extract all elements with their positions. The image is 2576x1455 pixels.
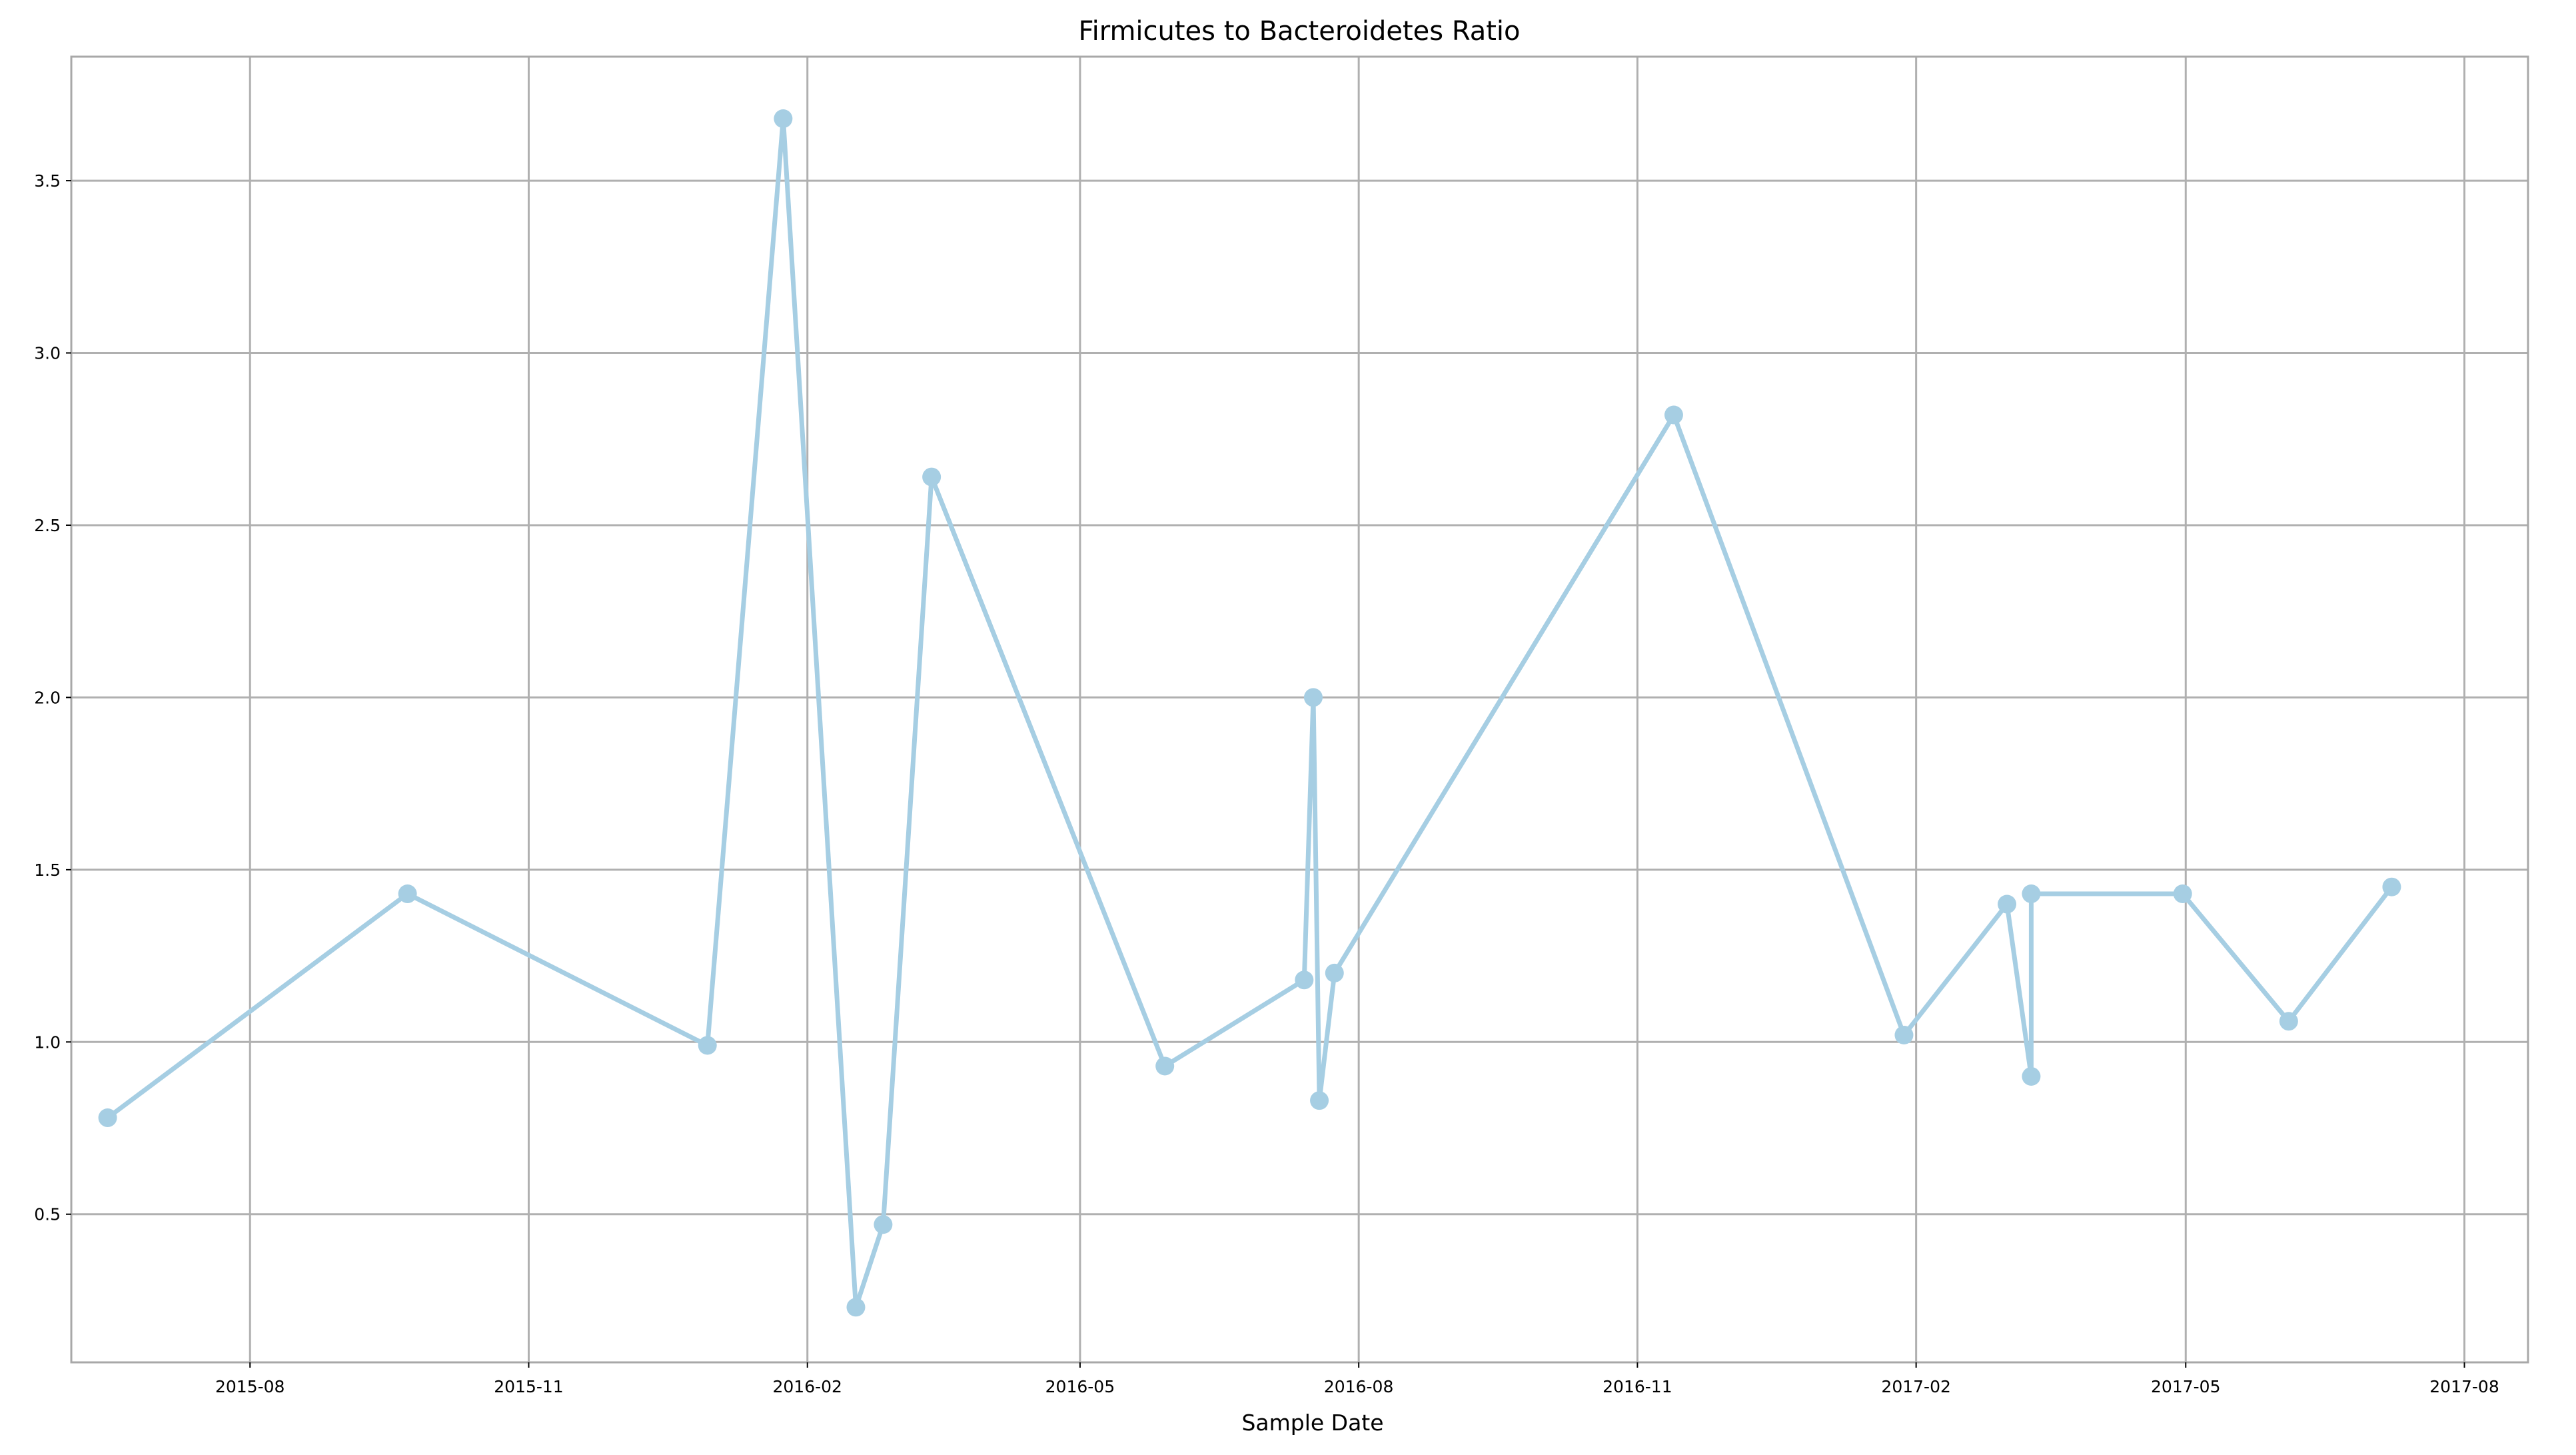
data-point <box>1295 970 1314 990</box>
x-axis-title: Sample Date <box>1241 1410 1383 1436</box>
series-line <box>105 116 2394 1310</box>
data-point <box>1325 963 1344 982</box>
x-tick-label: 2016-08 <box>1324 1377 1393 1396</box>
data-point <box>2279 1012 2298 1031</box>
chart-title: Firmicutes to Bacteroidetes Ratio <box>1078 16 1520 47</box>
plot-frame <box>70 55 2529 1364</box>
x-tick-label: 2016-11 <box>1603 1377 1672 1396</box>
data-point <box>1303 688 1323 707</box>
data-point <box>1310 1091 1329 1110</box>
y-tick-label: 3.0 <box>34 344 61 363</box>
y-tick-label: 2.0 <box>34 688 61 707</box>
y-tick-label: 0.5 <box>34 1205 61 1224</box>
data-point <box>98 1108 117 1128</box>
data-point <box>1998 894 2017 914</box>
data-point <box>2022 1066 2041 1086</box>
axis-ticks: 2015-08 2015-11 2016-02 2016-05 2016-08 2016-… <box>34 171 2499 1396</box>
x-tick-label: 2016-02 <box>773 1377 842 1396</box>
grid-lines <box>71 57 2528 1362</box>
x-tick-label: 2017-05 <box>2151 1377 2220 1396</box>
data-point <box>698 1036 717 1055</box>
x-tick-label: 2016-05 <box>1045 1377 1115 1396</box>
x-tick-label: 2015-11 <box>494 1377 563 1396</box>
data-point <box>874 1215 893 1234</box>
data-point <box>774 109 793 129</box>
y-tick-label: 3.5 <box>34 171 61 191</box>
x-tick-label: 2015-08 <box>215 1377 285 1396</box>
y-tick-label: 1.0 <box>34 1032 61 1052</box>
x-tick-label: 2017-08 <box>2429 1377 2499 1396</box>
x-tick-label: 2017-02 <box>1881 1377 1950 1396</box>
data-point <box>1664 405 1683 425</box>
data-point <box>846 1298 866 1317</box>
data-point <box>1155 1056 1175 1076</box>
data-point <box>1894 1025 1914 1044</box>
data-point <box>922 467 942 487</box>
y-tick-label: 2.5 <box>34 516 61 535</box>
y-tick-label: 1.5 <box>34 860 61 880</box>
data-series <box>98 109 2401 1317</box>
data-point <box>2022 884 2041 904</box>
data-point <box>2173 884 2192 904</box>
data-point <box>398 884 417 904</box>
data-point <box>2382 877 2401 896</box>
